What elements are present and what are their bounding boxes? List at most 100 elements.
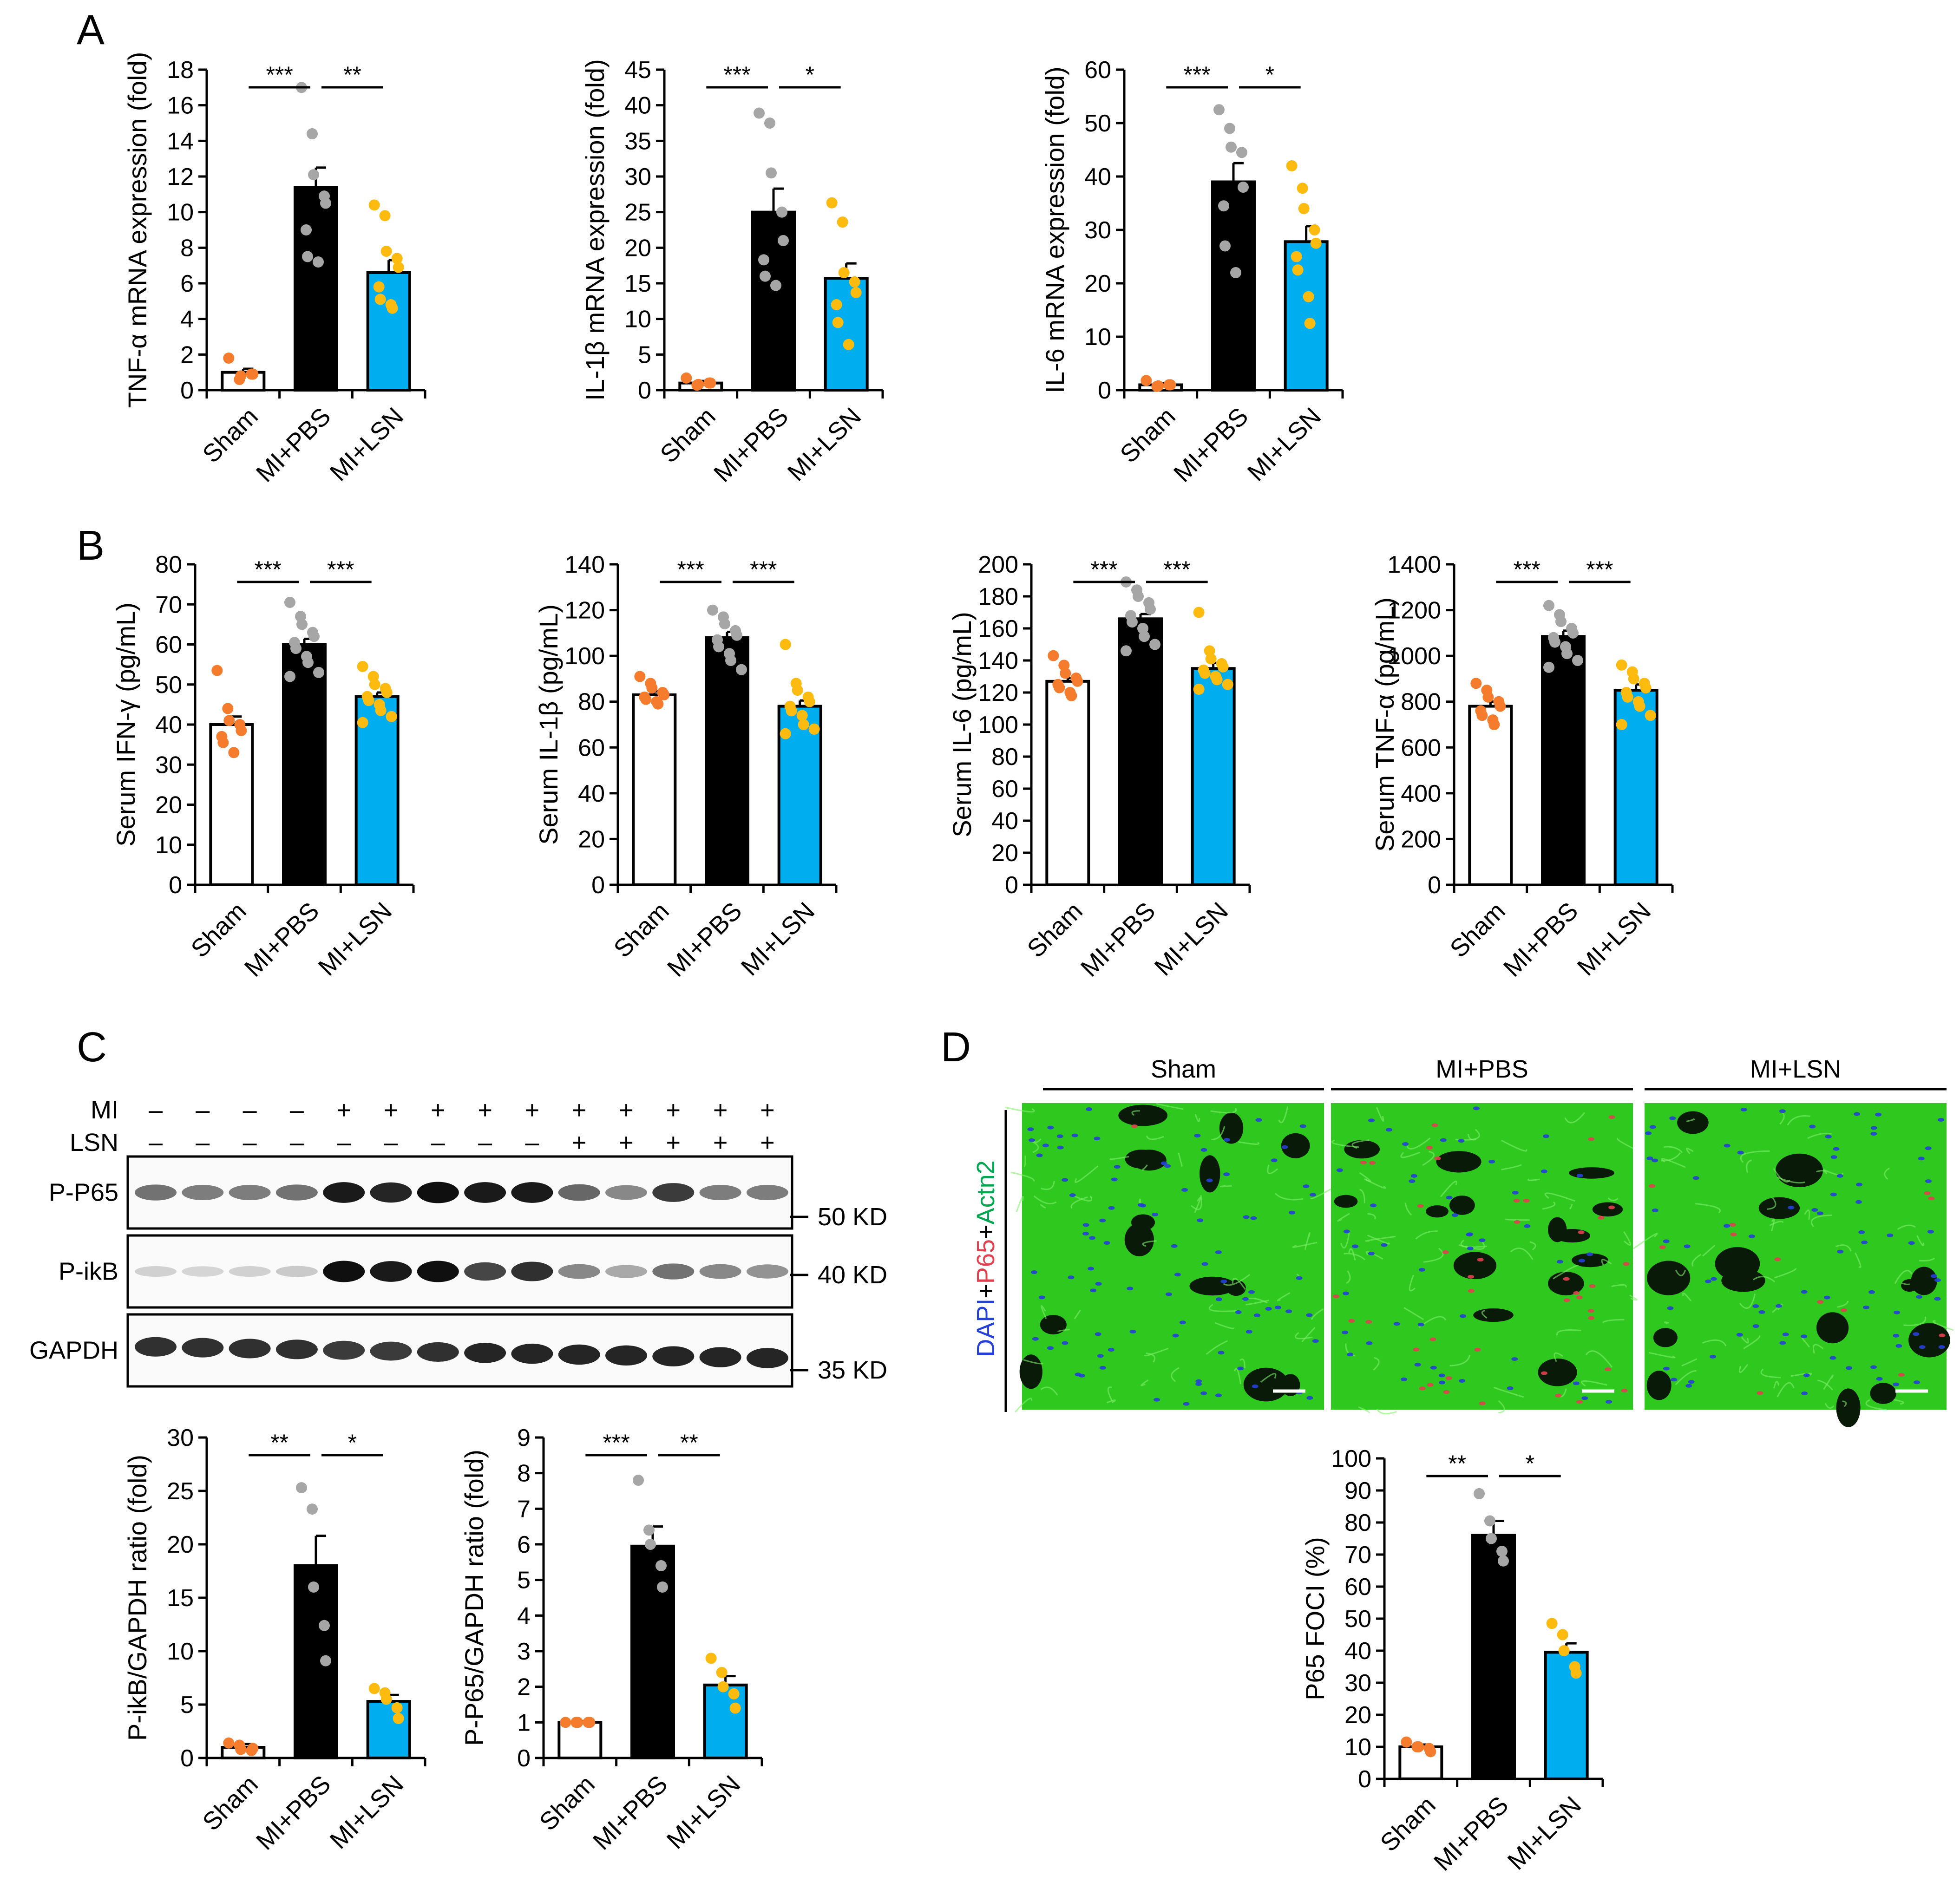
- y-tick-label: 4: [517, 1602, 531, 1629]
- data-point: [302, 251, 313, 262]
- dapi-nucleus: [1165, 1292, 1172, 1296]
- data-point: [1226, 141, 1237, 153]
- blot-band: [605, 1185, 647, 1200]
- bar-1: [705, 636, 749, 886]
- blot-band: [323, 1340, 365, 1360]
- dapi-nucleus: [1893, 1310, 1900, 1314]
- data-point: [301, 224, 312, 235]
- dapi-nucleus: [1171, 1244, 1178, 1248]
- blot-band-label: P-ikB: [59, 1258, 118, 1286]
- tissue-gap: [1281, 1133, 1310, 1158]
- fiber: [1223, 1274, 1251, 1286]
- blot-band: [275, 1184, 318, 1201]
- fiber: [1278, 1106, 1289, 1124]
- blot-band: [699, 1264, 741, 1279]
- fiber: [1686, 1148, 1694, 1155]
- x-tick-label: MI+PBS: [1429, 1791, 1514, 1876]
- data-point: [235, 1744, 247, 1755]
- dapi-nucleus: [1870, 1132, 1877, 1136]
- dapi-nucleus: [1281, 1145, 1288, 1149]
- dapi-nucleus: [1858, 1230, 1865, 1234]
- tissue-gap: [1449, 1196, 1475, 1215]
- p65-nucleus: [1513, 1199, 1520, 1203]
- blot-band: [182, 1338, 224, 1358]
- data-point: [693, 379, 704, 390]
- data-point: [766, 167, 777, 179]
- fiber: [1919, 1257, 1935, 1262]
- fiber: [1010, 1171, 1035, 1182]
- stain-label: DAPI+P65+Actn2: [972, 1160, 1000, 1357]
- fiber: [1340, 1230, 1350, 1249]
- data-point: [1165, 379, 1176, 391]
- y-tick-label: 30: [155, 751, 182, 778]
- fiber: [1741, 1337, 1749, 1344]
- data-point: [1211, 674, 1223, 686]
- fiber: [1510, 1248, 1534, 1260]
- y-tick-label: 80: [155, 551, 182, 578]
- data-point: [1230, 267, 1241, 278]
- y-tick-label: 600: [1401, 734, 1441, 761]
- blot-band: [370, 1261, 412, 1282]
- blot-band: [464, 1343, 506, 1363]
- dapi-nucleus: [1908, 1241, 1915, 1245]
- fiber: [1376, 1107, 1384, 1122]
- blot-band: [417, 1182, 459, 1203]
- lane-sign: –: [431, 1129, 445, 1157]
- dapi-nucleus: [1438, 1373, 1445, 1378]
- dapi-nucleus: [1352, 1244, 1359, 1248]
- dapi-nucleus: [1875, 1112, 1882, 1117]
- blot-band: [558, 1184, 600, 1201]
- y-tick-label: 40: [624, 92, 651, 119]
- y-tick-label: 20: [991, 840, 1018, 867]
- fiber: [1554, 1352, 1563, 1362]
- significance-label: ***: [1090, 556, 1117, 582]
- data-point: [728, 1688, 740, 1699]
- fiber: [1364, 1178, 1386, 1189]
- y-tick-label: 0: [1428, 872, 1441, 899]
- data-point: [368, 1683, 380, 1694]
- fiber: [1494, 1387, 1524, 1398]
- x-tick-label: MI+PBS: [708, 402, 794, 488]
- fiber: [1501, 1164, 1522, 1170]
- fiber: [1301, 1327, 1316, 1342]
- fiber: [1232, 1278, 1246, 1290]
- data-point: [645, 1539, 656, 1550]
- stain-label-part: Actn2: [972, 1160, 1000, 1224]
- dapi-nucleus: [1235, 1310, 1242, 1314]
- fiber: [1040, 1204, 1046, 1209]
- lane-sign: +: [619, 1096, 634, 1124]
- y-tick-label: 90: [1344, 1477, 1371, 1504]
- dapi-nucleus: [1863, 1305, 1870, 1309]
- x-tick-label: MI+LSN: [325, 402, 409, 486]
- y-tick-label: 0: [1098, 377, 1111, 404]
- chart-b3: 0 20 40 60 80 100 120 140 160 180 200 Serum IL-6 (p…: [947, 551, 1251, 982]
- dapi-nucleus: [1645, 1131, 1652, 1135]
- panel-label-d: D: [941, 1024, 971, 1071]
- fiber: [1823, 1374, 1834, 1390]
- dapi-nucleus: [1663, 1366, 1670, 1371]
- data-point: [717, 1681, 729, 1692]
- dapi-nucleus: [1578, 1259, 1585, 1263]
- data-point: [223, 353, 235, 364]
- data-point: [1495, 700, 1506, 712]
- fiber: [1769, 1221, 1784, 1226]
- lane-sign: +: [336, 1096, 351, 1124]
- dapi-nucleus: [1830, 1192, 1837, 1196]
- y-tick-label: 20: [167, 1531, 194, 1558]
- fiber: [1106, 1399, 1116, 1404]
- data-point: [1066, 690, 1077, 701]
- bar-1: [1118, 617, 1163, 887]
- fiber: [1191, 1195, 1202, 1210]
- blot-band: [511, 1343, 553, 1364]
- dapi-nucleus: [1688, 1380, 1695, 1384]
- x-tick-label: MI+PBS: [662, 897, 747, 982]
- dapi-nucleus: [1542, 1134, 1549, 1138]
- lane-sign: –: [525, 1129, 539, 1157]
- tissue-gap: [1554, 1229, 1590, 1243]
- dapi-nucleus: [1245, 1330, 1252, 1334]
- bar-1: [1211, 180, 1256, 392]
- fiber: [1458, 1242, 1485, 1250]
- p65-nucleus: [1563, 1277, 1570, 1281]
- fiber: [1367, 1213, 1376, 1219]
- fiber: [1005, 1106, 1035, 1113]
